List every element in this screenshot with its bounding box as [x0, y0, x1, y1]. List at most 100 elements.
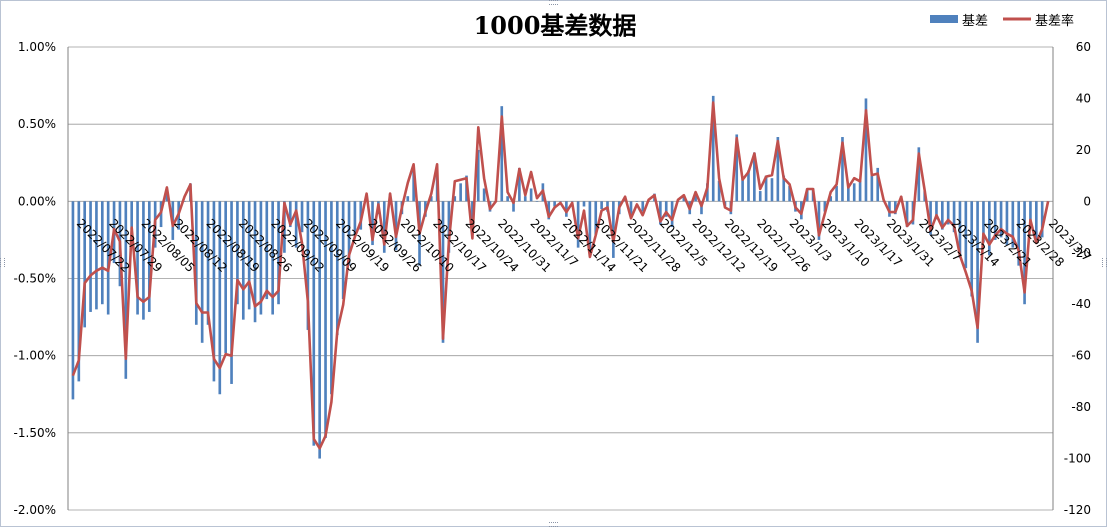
basis-bar: [770, 178, 774, 202]
basis-bar: [106, 201, 110, 315]
basis-bar: [864, 98, 868, 202]
right-tick-label: -20: [1071, 246, 1091, 260]
basis-bar: [999, 201, 1003, 238]
left-tick-label: 0.00%: [18, 194, 56, 208]
basis-bar: [482, 188, 486, 202]
basis-bar: [588, 201, 592, 253]
basis-bar: [259, 201, 263, 315]
resize-handle-top[interactable]: [549, 0, 558, 5]
left-tick-label: -1.50%: [14, 426, 56, 440]
basis-bar: [659, 201, 662, 225]
basis-bar: [612, 201, 615, 258]
basis-bar: [747, 170, 750, 202]
basis-bar: [970, 201, 974, 297]
basis-bar: [512, 201, 515, 212]
left-tick-label: 1.00%: [18, 40, 56, 54]
basis-bar: [852, 183, 856, 202]
gridlines: [68, 46, 1053, 511]
basis-bar: [570, 201, 574, 202]
basis-bar: [394, 201, 398, 251]
basis-bar: [453, 196, 457, 202]
basis-bar: [905, 201, 909, 228]
basis-bar: [870, 175, 874, 202]
basis-bar: [805, 188, 809, 202]
basis-bar: [294, 201, 298, 248]
basis-bar: [136, 201, 139, 315]
basis-bar: [341, 201, 345, 300]
basis-bar: [576, 201, 580, 248]
basis-bar: [253, 201, 257, 323]
basis-bar: [529, 188, 533, 202]
right-tick-label: -40: [1071, 297, 1091, 311]
basis-bar: [535, 201, 539, 202]
right-tick-label: -80: [1071, 400, 1091, 414]
basis-bar: [1005, 201, 1009, 246]
basis-rate-polyline: [71, 101, 1050, 450]
basis-bar: [288, 201, 292, 228]
basis-bar: [200, 201, 204, 343]
basis-bar: [1034, 201, 1038, 243]
basis-bar: [717, 180, 721, 202]
basis-bar: [218, 201, 222, 395]
basis-bar: [212, 201, 216, 382]
basis-bar: [788, 185, 791, 202]
basis-bar: [594, 201, 598, 235]
basis-bar: [1029, 201, 1032, 222]
basis-bars: [71, 95, 1050, 459]
basis-bar: [224, 201, 227, 354]
basis-bar: [142, 201, 145, 320]
basis-bar: [958, 201, 962, 258]
basis-bar: [1017, 201, 1021, 266]
legend-swatch-basis: [930, 15, 958, 23]
chart-title: 1000基差数据: [474, 11, 637, 40]
left-tick-label: -1.00%: [14, 349, 56, 363]
legend-label-basis-rate: 基差率: [1035, 13, 1074, 29]
basis-bar: [271, 201, 274, 315]
basis-bar: [964, 201, 968, 269]
basis-bar: [83, 201, 87, 328]
basis-bar: [230, 201, 233, 384]
basis-bar: [124, 201, 128, 379]
basis-bar: [629, 201, 633, 217]
basis-bar: [183, 201, 186, 202]
basis-bar: [518, 167, 521, 202]
basis-bar: [265, 201, 269, 300]
basis-bar: [946, 201, 950, 225]
basis-bar: [1023, 201, 1026, 305]
right-tick-label: 20: [1076, 143, 1091, 157]
basis-bar: [300, 201, 304, 233]
basis-bar: [987, 201, 991, 256]
basis-bar: [95, 201, 98, 310]
legend: 基差 基差率: [930, 13, 1074, 29]
basis-rate-line: [71, 101, 1050, 450]
basis-bar: [553, 201, 556, 207]
basis-bar: [858, 180, 862, 202]
basis-bar: [735, 134, 739, 202]
basis-bar: [429, 196, 433, 202]
basis-bar: [841, 137, 844, 202]
basis-bar: [312, 201, 316, 446]
basis-bar: [582, 201, 586, 207]
basis-bar: [764, 175, 768, 202]
basis-bar: [412, 170, 415, 202]
left-tick-label: 0.50%: [18, 117, 56, 131]
basis-bar: [982, 201, 985, 243]
basis-bar: [335, 201, 339, 336]
basis-bar: [347, 201, 351, 266]
basis-bar: [77, 201, 81, 382]
basis-bar: [89, 201, 92, 312]
basis-bar: [330, 201, 333, 395]
basis-bar: [641, 201, 645, 212]
right-tick-label: 60: [1076, 40, 1091, 54]
basis-bar: [600, 201, 603, 210]
basis-bar: [817, 201, 821, 240]
basis-bar: [523, 196, 527, 202]
basis-bar: [353, 201, 357, 235]
basis-bar: [847, 185, 850, 202]
basis-bar: [829, 196, 833, 202]
basis-bar: [236, 201, 239, 305]
basis-bar: [706, 183, 709, 202]
resize-handle-left[interactable]: [0, 258, 5, 267]
basis-bar: [100, 201, 104, 305]
